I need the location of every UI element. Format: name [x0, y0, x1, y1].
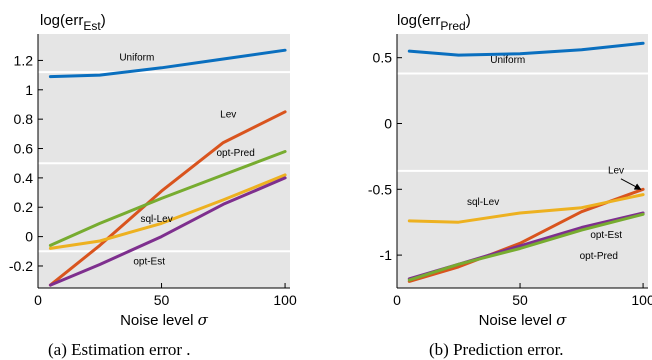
y-axis-label: log(errEst) [40, 12, 106, 33]
y-tick-label: 0.8 [14, 111, 34, 127]
y-tick-label: 0.5 [373, 50, 393, 66]
x-axis-label-text: Noise level [120, 312, 198, 329]
x-tick-label: 100 [273, 292, 297, 308]
x-tick-label: 100 [631, 292, 652, 308]
x-axis-label: Noise level σ [120, 311, 209, 329]
y-axis-label-close: ) [101, 12, 106, 29]
y-tick-label: 0 [384, 115, 392, 131]
series-line-opt-pred [48, 150, 287, 247]
y-tick-label: 0.6 [14, 141, 34, 157]
y-tick-label: -1 [380, 247, 393, 263]
series-line-opt-est [48, 176, 287, 287]
panel-prediction-error: Uniform Lev sql-Lev opt-Est opt-Pred -1 -0.5 0 0… [368, 12, 652, 359]
x-axis-label-text: Noise level [479, 312, 557, 329]
y-tick-label: 1 [25, 82, 33, 98]
series-label: Lev [608, 166, 624, 177]
y-tick-label: 1.2 [14, 52, 34, 68]
x-tick-label: 0 [34, 292, 42, 308]
y-tick-label: 0 [25, 229, 33, 245]
y-tick-label: -0.2 [9, 258, 33, 274]
y-tick-label: 0.4 [14, 170, 34, 186]
series-label: Lev [220, 110, 236, 121]
series-label: opt-Est [133, 257, 165, 268]
series-line-sql-lev [48, 173, 287, 250]
y-axis-label-close: ) [466, 12, 471, 29]
plot-area [397, 34, 648, 288]
x-tick-label: 50 [512, 292, 528, 308]
y-axis-label-base: log(err [40, 12, 83, 29]
series-line-opt-pred [407, 212, 645, 282]
sigma-symbol: σ [198, 311, 209, 329]
series-label: opt-Pred [580, 251, 618, 262]
y-axis-label-subscript: Est [83, 19, 101, 33]
series-label: sql-Lev [467, 197, 499, 208]
y-axis-label-base: log(err [397, 12, 440, 29]
figure-caption: (b) Prediction error. [429, 340, 564, 359]
series-label: Uniform [119, 52, 154, 63]
series-line-uniform [407, 41, 645, 57]
panel-estimation-error: Uniform Lev opt-Pred sql-Lev opt-Est -0.2 0 0.2… [9, 12, 297, 359]
series-label: opt-Est [590, 230, 622, 241]
x-tick-label: 50 [154, 292, 170, 308]
y-axis-label-subscript: Pred [440, 19, 465, 33]
y-tick-label: -0.5 [368, 181, 392, 197]
figure-caption: (a) Estimation error . [48, 340, 191, 359]
series-label: Uniform [490, 55, 525, 66]
y-axis-label: log(errPred) [397, 12, 471, 33]
series-line-lev [48, 110, 287, 287]
x-tick-label: 0 [393, 292, 401, 308]
x-axis-label: Noise level σ [479, 311, 568, 329]
series-line-uniform [48, 48, 287, 79]
series-line-sql-lev [407, 193, 645, 224]
series-label: sql-Lev [140, 214, 172, 225]
annotation-arrow [620, 178, 642, 190]
y-tick-label: 0.2 [14, 199, 34, 215]
sigma-symbol: σ [556, 311, 567, 329]
series-label: opt-Pred [216, 148, 254, 159]
